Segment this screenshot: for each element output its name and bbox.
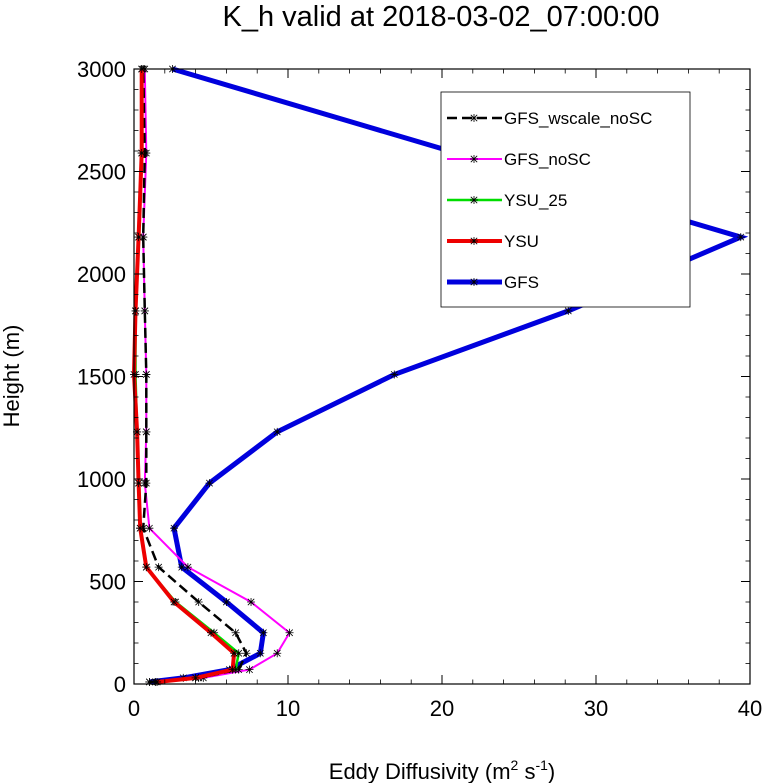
data-point-ysu <box>134 479 143 488</box>
y-tick-label: 3000 <box>77 57 126 82</box>
data-point-gfs-wscale-nosc <box>242 649 251 658</box>
data-point-ysu <box>133 427 142 436</box>
x-tick-label: 0 <box>128 696 140 721</box>
x-tick-label: 20 <box>430 696 454 721</box>
x-tick-label: 10 <box>276 696 300 721</box>
legend-label-ysu: YSU <box>504 232 539 251</box>
data-point-ysu <box>228 665 237 674</box>
data-point-gfs <box>256 649 265 658</box>
legend-label-gfs-nosc: GFS_noSC <box>504 150 591 169</box>
chart-title: K_h valid at 2018-03-02_07:00:00 <box>223 1 660 33</box>
data-point-gfs <box>222 598 231 606</box>
data-point-gfs <box>273 427 282 436</box>
data-point-gfs-wscale-nosc <box>231 628 240 637</box>
y-axis-title: Height (m) <box>0 325 24 428</box>
data-point-ysu <box>137 149 146 158</box>
data-point-gfs-nosc <box>273 649 282 658</box>
y-tick-label: 1500 <box>77 365 126 390</box>
data-point-ysu <box>207 628 215 637</box>
data-point-gfs-wscale-nosc <box>142 427 151 436</box>
data-point-gfs-wscale-nosc <box>194 598 203 606</box>
data-point-gfs <box>390 370 399 379</box>
data-point-gfs <box>736 233 745 242</box>
data-point-gfs-nosc <box>247 598 256 606</box>
data-point-ysu <box>134 233 143 242</box>
data-point-gfs-wscale-nosc <box>142 370 151 379</box>
x-axis-unit-exp-2: -1 <box>535 757 548 773</box>
y-tick-label: 1000 <box>77 467 126 492</box>
data-point-gfs <box>259 628 268 637</box>
legend-marker-ysu-25 <box>470 196 478 204</box>
data-point-gfs-wscale-nosc <box>139 233 148 242</box>
axis-ticks: 0 10 20 30 40 0 500 1000 1500 2000 2500 3000 <box>77 57 762 721</box>
legend-marker-gfs-nosc <box>470 155 478 163</box>
legend-item-gfs-wscale-nosc: GFS_wscale_noSC <box>447 109 652 128</box>
legend-label-gfs: GFS <box>504 273 539 292</box>
x-tick-label: 40 <box>738 696 762 721</box>
data-point-gfs <box>177 563 186 572</box>
legend-item-ysu-25: YSU_25 <box>447 191 567 210</box>
data-point-gfs <box>205 479 214 488</box>
data-point-gfs-nosc <box>145 524 154 533</box>
x-axis-unit-close: ) <box>548 759 555 783</box>
data-point-ysu <box>136 524 145 533</box>
y-tick-label: 2500 <box>77 160 126 185</box>
x-axis-unit-open: ( <box>479 759 493 783</box>
plot-area <box>130 65 749 686</box>
data-point-ysu <box>131 306 140 315</box>
data-point-ysu <box>142 563 151 572</box>
data-point-gfs-wscale-nosc <box>154 563 163 572</box>
y-tick-label: 0 <box>114 672 126 697</box>
legend-item-ysu: YSU <box>447 232 539 251</box>
data-point-ysu <box>170 598 179 606</box>
x-axis-unit-2: s <box>518 759 535 783</box>
legend-item-gfs: GFS <box>447 273 539 292</box>
x-axis-unit-1: m <box>492 759 510 783</box>
x-axis-title-main: Eddy Diffusivity <box>329 759 479 783</box>
series-ysu-25 <box>131 65 243 686</box>
y-tick-label: 500 <box>89 570 126 595</box>
legend-marker-gfs-wscale-nosc <box>470 114 478 122</box>
data-point-gfs-wscale-nosc <box>140 306 149 315</box>
legend-marker-gfs <box>470 278 478 286</box>
legend-item-gfs-nosc: GFS_noSC <box>447 150 591 169</box>
data-point-gfs-wscale-nosc <box>145 677 154 686</box>
legend-label-ysu-25: YSU_25 <box>504 191 567 210</box>
data-point-ysu <box>191 673 200 682</box>
x-axis-title: Eddy Diffusivity (m2 s-1) <box>329 757 555 783</box>
x-axis-unit-exp-1: 2 <box>511 757 519 773</box>
data-point-ysu-25 <box>234 649 243 658</box>
data-point-ysu <box>230 649 239 658</box>
data-point-ysu <box>153 677 162 686</box>
data-point-gfs <box>170 524 179 533</box>
series-line-ysu-25 <box>134 69 241 684</box>
data-point-gfs-wscale-nosc <box>142 479 151 488</box>
legend: GFS_wscale_noSC GFS_noSC YSU_25 YSU GFS <box>440 91 691 308</box>
data-point-gfs <box>564 306 573 315</box>
x-tick-label: 30 <box>584 696 608 721</box>
legend-marker-ysu <box>470 237 478 245</box>
legend-label-gfs-wscale-nosc: GFS_wscale_noSC <box>504 109 652 128</box>
data-point-gfs-nosc <box>245 665 254 674</box>
y-tick-label: 2000 <box>77 262 126 287</box>
data-point-gfs-nosc <box>285 628 294 637</box>
data-point-gfs-nosc <box>183 563 192 572</box>
